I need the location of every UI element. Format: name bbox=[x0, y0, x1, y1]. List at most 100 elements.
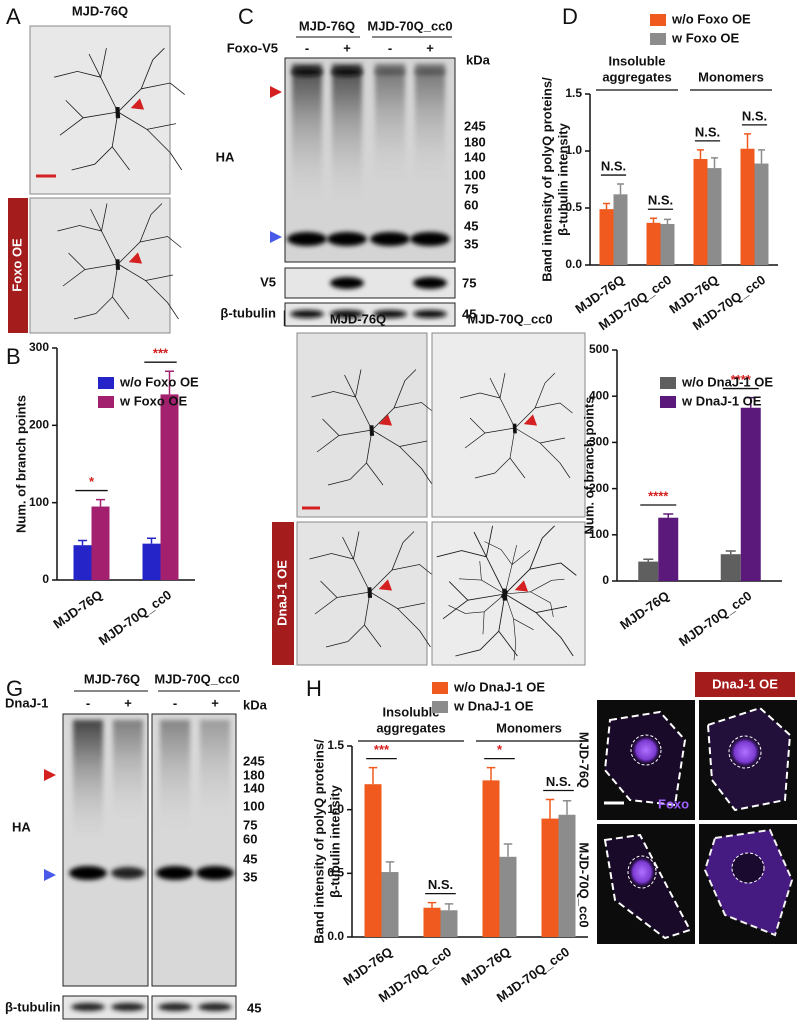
bar bbox=[482, 780, 500, 937]
unit-label: kDa bbox=[466, 52, 491, 67]
row-label: MJD-70Q_cc0 bbox=[577, 842, 592, 927]
marker-label: 245 bbox=[243, 753, 265, 768]
legend-label: w/o Foxo OE bbox=[119, 374, 199, 389]
y-axis-label: Band intensity of polyQ proteins/ bbox=[311, 739, 326, 944]
x-tick-label: MJD-76Q bbox=[458, 944, 513, 989]
group-label: aggregates bbox=[602, 69, 671, 84]
error-bar bbox=[385, 861, 395, 873]
marker-label: 45 bbox=[247, 1000, 261, 1015]
blot-header: MJD-70Q_cc0 bbox=[367, 18, 452, 33]
panel-letter: H bbox=[306, 676, 322, 701]
figure-shape bbox=[330, 310, 364, 318]
marker-label: 140 bbox=[243, 780, 265, 795]
group-label: aggregates bbox=[376, 720, 445, 735]
micrograph bbox=[29, 25, 186, 334]
bar bbox=[541, 818, 559, 937]
marker-label: 60 bbox=[243, 831, 257, 846]
figure-shape bbox=[413, 310, 447, 318]
y-tick-label: 100 bbox=[29, 495, 49, 509]
error-bar bbox=[96, 498, 105, 507]
bar bbox=[638, 561, 659, 581]
y-tick-label: 1.5 bbox=[327, 738, 344, 752]
legend-swatch bbox=[432, 701, 448, 713]
y-tick-label: 1.0 bbox=[327, 802, 344, 816]
bar bbox=[693, 158, 708, 265]
legend-swatch bbox=[98, 377, 114, 389]
figure-shape bbox=[111, 867, 145, 879]
figure-shape bbox=[413, 277, 447, 289]
panel-letter: A bbox=[6, 4, 21, 29]
error-bar bbox=[562, 800, 572, 815]
blot-label: HA bbox=[12, 819, 31, 834]
figure-shape bbox=[632, 736, 660, 764]
figure-shape bbox=[728, 735, 762, 769]
side-label: DnaJ-1 OE bbox=[274, 560, 289, 626]
row-label: MJD-76Q bbox=[577, 732, 592, 788]
legend-swatch bbox=[660, 396, 676, 408]
figure-shape bbox=[151, 995, 237, 1020]
figure-shape bbox=[158, 1003, 192, 1011]
error-bar bbox=[165, 370, 174, 395]
legend-swatch bbox=[660, 377, 676, 389]
y-axis-label: Band intensity of polyQ proteins/ bbox=[539, 77, 554, 282]
column-header: MJD-76Q bbox=[330, 311, 386, 326]
figure-shape bbox=[291, 68, 323, 76]
side-label: Foxo OE bbox=[9, 238, 24, 292]
side-label-box bbox=[272, 522, 294, 665]
significance-label: N.S. bbox=[695, 124, 720, 139]
marker-label: 100 bbox=[243, 798, 265, 813]
y-tick-label: 0.5 bbox=[327, 866, 344, 880]
figure-shape bbox=[629, 857, 655, 887]
figure-shape bbox=[200, 720, 230, 830]
blot-header: MJD-76Q bbox=[299, 18, 355, 33]
panel-letter: G bbox=[6, 676, 23, 701]
side-label-box bbox=[8, 198, 28, 333]
figure-shape bbox=[44, 769, 56, 781]
figure-shape bbox=[375, 64, 405, 194]
error-bar bbox=[744, 133, 751, 149]
error-bar bbox=[617, 183, 624, 195]
significance-label: * bbox=[89, 474, 95, 489]
blot-header: MJD-70Q_cc0 bbox=[154, 671, 239, 686]
y-axis-label: β-tubulin intensity bbox=[327, 784, 342, 897]
lane-label: - bbox=[86, 695, 90, 710]
stain-label: Foxo bbox=[658, 796, 689, 811]
legend-label: w Foxo OE bbox=[119, 393, 188, 408]
figure-shape bbox=[414, 69, 446, 75]
panel-letter: B bbox=[6, 344, 21, 369]
y-tick-label: 400 bbox=[589, 388, 609, 402]
bar bbox=[740, 148, 755, 265]
figure-shape bbox=[198, 1003, 232, 1011]
group-label: Monomers bbox=[496, 720, 562, 735]
treatment-label: Foxo-V5 bbox=[227, 40, 278, 55]
y-tick-label: 200 bbox=[589, 481, 609, 495]
error-bar bbox=[711, 157, 718, 169]
figure-shape bbox=[29, 197, 171, 334]
error-bar bbox=[603, 202, 610, 210]
error-bar bbox=[664, 218, 671, 224]
group-label: Monomers bbox=[698, 69, 764, 84]
significance-label: *** bbox=[153, 346, 169, 361]
marker-label: 245 bbox=[464, 118, 486, 133]
y-tick-label: 200 bbox=[29, 418, 49, 432]
marker-label: 35 bbox=[243, 869, 257, 884]
blot-label: HA bbox=[216, 149, 235, 164]
y-tick-label: 0.0 bbox=[327, 929, 344, 943]
legend-swatch bbox=[432, 682, 448, 694]
panel-letter: C bbox=[238, 4, 254, 29]
x-tick-label: MJD-76Q bbox=[50, 587, 105, 632]
figure-shape bbox=[327, 232, 367, 246]
bar bbox=[160, 394, 179, 580]
figure-shape bbox=[287, 232, 327, 246]
figure-shape bbox=[332, 64, 362, 214]
blot-header: MJD-76Q bbox=[84, 671, 140, 686]
lane-label: - bbox=[173, 695, 177, 710]
y-axis-label: Num. of branch points bbox=[581, 397, 596, 535]
figure-shape bbox=[69, 866, 107, 880]
figure-shape bbox=[627, 855, 657, 889]
significance-label: N.S. bbox=[601, 158, 626, 173]
bar bbox=[613, 194, 628, 265]
marker-label: 45 bbox=[464, 218, 478, 233]
figure-shape bbox=[160, 720, 190, 840]
bar bbox=[754, 163, 769, 265]
